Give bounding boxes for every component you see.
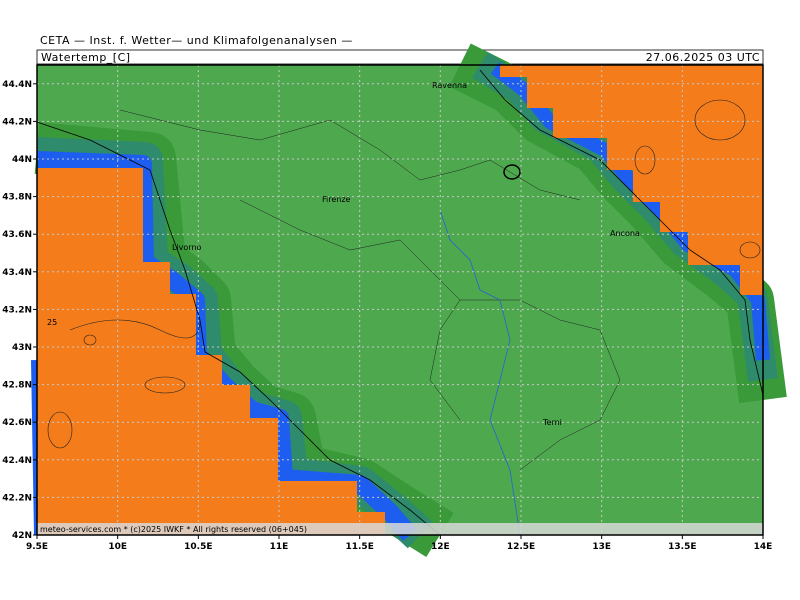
regions: [119, 109, 621, 471]
y-tick-label: 43.2N: [2, 305, 32, 315]
y-tick-label: 42N: [12, 531, 32, 541]
x-tick-label: 11.5E: [345, 542, 373, 552]
y-tick-label: 42.6N: [2, 418, 32, 428]
header-box: [36, 49, 764, 65]
city-label: Terni: [542, 418, 562, 427]
x-tick-label: 9.5E: [26, 542, 48, 552]
x-tick-label: 11E: [270, 542, 289, 552]
y-tick-label: 43.8N: [2, 193, 32, 203]
y-tick-label: 43.6N: [2, 230, 32, 240]
city-label: Ancona: [610, 229, 640, 238]
x-tick-label: 13E: [592, 542, 611, 552]
copyright: meteo-services.com * (c)2025 IWKF * All …: [40, 525, 307, 534]
isotherms: [47, 99, 761, 449]
y-tick-label: 44.2N: [2, 117, 32, 127]
y-tick-label: 42.4N: [2, 456, 32, 466]
contour-label: 25: [47, 318, 57, 327]
coastline: [36, 69, 764, 536]
city-label: Ravenna: [432, 81, 467, 90]
rivers: [439, 209, 521, 536]
y-tick-label: 42.8N: [2, 381, 32, 391]
header-title: CETA — Inst. f. Wetter— und Klimafolgena…: [40, 34, 353, 47]
city-label: Livorno: [172, 243, 202, 252]
x-tick-label: 10.5E: [184, 542, 212, 552]
x-tick-label: 13.5E: [668, 542, 696, 552]
sea-west: [37, 168, 385, 535]
sea-east: [500, 65, 763, 295]
map-area: Ravenna Firenze Livorno Ancona Terni 25 …: [31, 43, 787, 558]
y-tick-label: 43.4N: [2, 268, 32, 278]
valid-time: 27.06.2025 03 UTC: [646, 51, 760, 64]
footer-strip: [37, 523, 763, 535]
map-frame: [36, 64, 764, 536]
x-tick-label: 10E: [108, 542, 127, 552]
city-label: Firenze: [322, 195, 351, 204]
y-tick-label: 44N: [12, 155, 32, 165]
x-tick-label: 14E: [754, 542, 773, 552]
axes: 9.5E 10E 10.5E 11E 11.5E 12E 12.5E 13E 13.5E 14E 4…: [2, 80, 772, 552]
x-tick-label: 12E: [431, 542, 450, 552]
parameter: Watertemp_[C]: [41, 51, 131, 64]
y-tick-label: 43N: [12, 343, 32, 353]
y-tick-label: 44.4N: [2, 80, 32, 90]
y-tick-label: 42.2N: [2, 493, 32, 503]
x-tick-label: 12.5E: [507, 542, 535, 552]
